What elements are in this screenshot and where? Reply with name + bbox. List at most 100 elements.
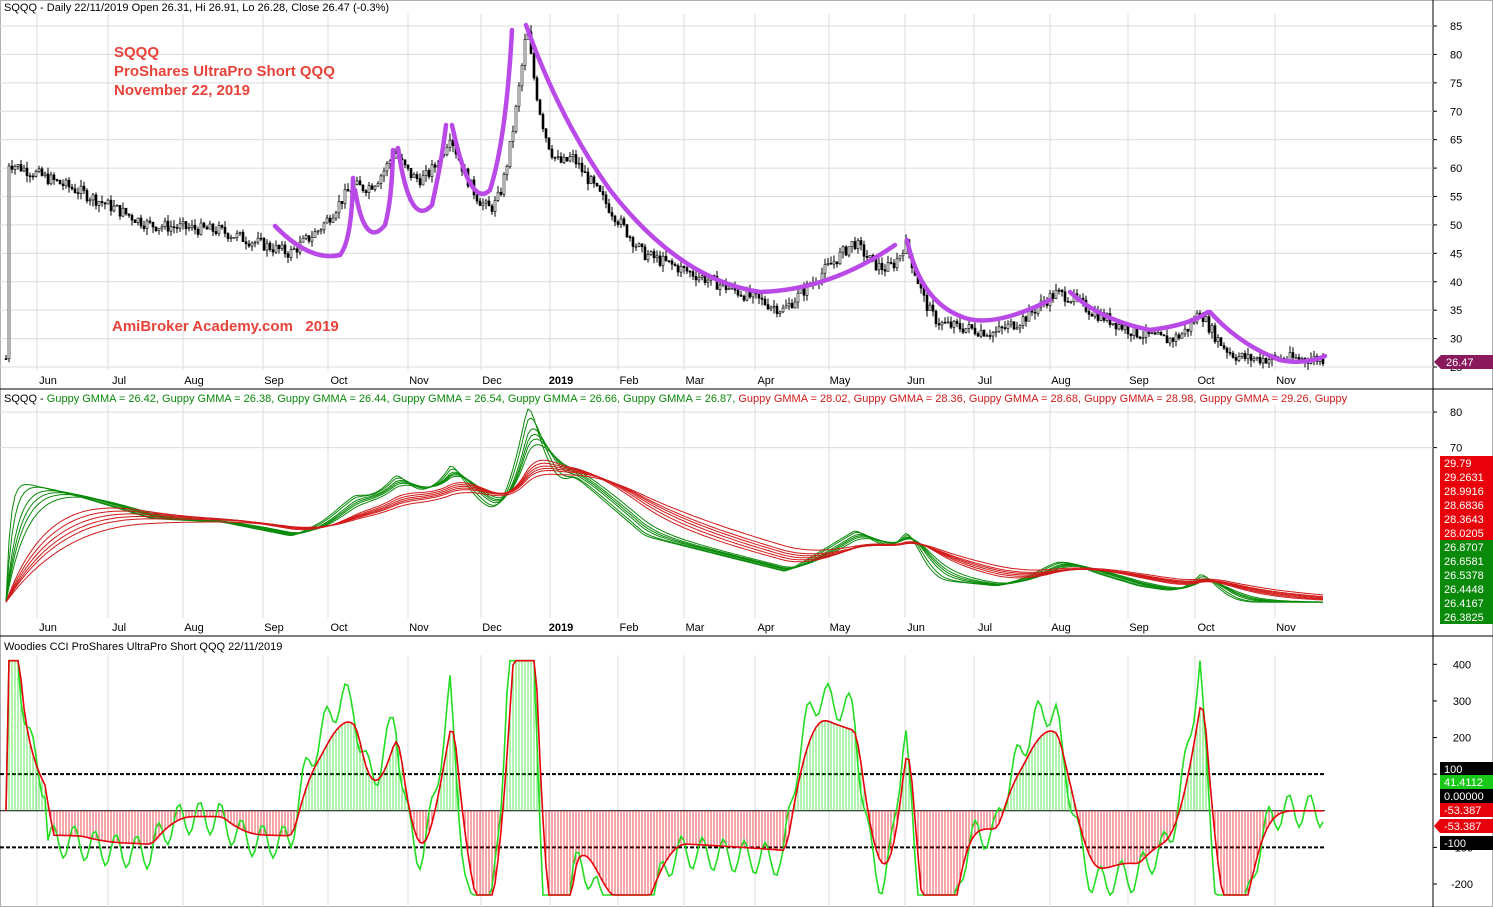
cci-tag-value: 41.4112 <box>1444 777 1483 789</box>
candle-body <box>280 244 284 250</box>
gmma-tag <box>1440 498 1493 512</box>
candle-body <box>520 65 524 87</box>
x-axis-labels: Jun Jun Jul Jul Aug Aug Sep Sep Oct Oct Nov Nov Dec D… <box>39 375 1296 634</box>
candle-body <box>967 324 971 329</box>
candle-body <box>184 221 188 229</box>
candle-body <box>133 219 137 223</box>
candle-body <box>757 293 761 299</box>
candle-body <box>127 213 131 216</box>
candle-body <box>1090 314 1094 317</box>
candle-body <box>1216 337 1220 342</box>
candle-body <box>67 179 71 188</box>
candle-body <box>1123 325 1127 330</box>
candle-body <box>1117 324 1121 330</box>
candle-body <box>979 330 983 337</box>
candle-body <box>481 202 485 206</box>
candle-body <box>658 255 662 266</box>
gmma-tag-value: 26.5378 <box>1444 570 1484 582</box>
candle-body <box>613 215 617 223</box>
candle-body <box>601 191 605 196</box>
candle-body <box>28 175 32 177</box>
y-tick-label: 60 <box>1450 163 1462 175</box>
candle-body <box>508 141 512 167</box>
candle-body <box>562 156 566 163</box>
candle-body <box>1120 324 1124 330</box>
candle-body <box>664 255 668 261</box>
candle-body <box>541 114 545 130</box>
gmma-tag-value: 26.3825 <box>1444 612 1484 624</box>
price-y-ticks: 85807570656055504540353025 <box>1433 21 1462 374</box>
candle-body <box>487 200 491 207</box>
y-tick-label: 80 <box>1450 49 1462 61</box>
gmma-tag <box>1440 596 1493 610</box>
x-label-price: Jul <box>112 375 126 387</box>
candle-body <box>346 189 350 192</box>
y-tick-label: -200 <box>1451 879 1473 891</box>
gmma-header-part: Guppy GMMA = 29.26, <box>1199 393 1314 405</box>
candle-body <box>571 154 575 157</box>
candle-body <box>373 185 377 190</box>
candle-body <box>409 168 413 178</box>
candle-body <box>1000 326 1004 329</box>
annotation-ticker: SQQQ <box>114 44 159 61</box>
candle-body <box>559 156 563 163</box>
x-label-price: Dec <box>482 375 502 387</box>
candle-body <box>634 245 638 248</box>
candle-body <box>673 263 677 266</box>
gmma-tag-value: 28.0205 <box>1444 528 1484 540</box>
candle-body <box>1069 301 1073 303</box>
x-label-gmma: Feb <box>620 622 639 634</box>
trend-arc <box>337 175 356 258</box>
candle-body <box>175 227 179 229</box>
candle-body <box>118 205 122 217</box>
candle-body <box>832 261 836 265</box>
candle-body <box>316 230 320 233</box>
candle-body <box>142 225 146 229</box>
candle-body <box>700 275 704 278</box>
candle-body <box>115 205 119 207</box>
candle-body <box>202 222 206 228</box>
candle-body <box>1165 335 1169 344</box>
candle-body <box>334 212 338 219</box>
cci-lines <box>0 659 1325 897</box>
candle-body <box>985 335 989 337</box>
candle-body <box>82 185 86 191</box>
candle-body <box>1114 322 1118 330</box>
candle-body <box>652 251 656 259</box>
candle-body <box>661 255 665 266</box>
candle-body <box>685 267 689 272</box>
candle-body <box>1291 352 1295 358</box>
candle-body <box>895 258 899 269</box>
candle-body <box>199 222 203 235</box>
candle-body <box>145 220 149 229</box>
candle-body <box>109 199 113 212</box>
x-label-price: Nov <box>409 375 429 387</box>
y-tick-label: 65 <box>1450 135 1462 147</box>
candle-body <box>61 183 65 186</box>
x-label-gmma: Oct <box>1197 622 1214 634</box>
gmma-long-line <box>5 469 1324 603</box>
candle-body <box>241 231 245 242</box>
candle-body <box>1264 358 1268 364</box>
candle-body <box>643 246 647 261</box>
candle-body <box>556 156 560 158</box>
candle-body <box>1063 291 1067 302</box>
candle-body <box>301 238 305 243</box>
candle-body <box>607 203 611 213</box>
x-label-price: Oct <box>330 375 347 387</box>
candle-body <box>43 173 47 176</box>
candle-body <box>1189 321 1193 332</box>
candle-body <box>547 137 551 150</box>
candle-body <box>319 229 323 232</box>
candle-body <box>91 194 95 201</box>
cci-tag-value: 100 <box>1444 764 1462 776</box>
y-tick-label: 85 <box>1450 21 1462 33</box>
candle-body <box>1153 332 1157 335</box>
candle-body <box>769 306 773 310</box>
x-label-gmma: Jul <box>978 622 992 634</box>
candle-body <box>997 326 1001 332</box>
candle-body <box>595 182 599 187</box>
trend-arc <box>904 237 1053 323</box>
candle-body <box>73 188 77 193</box>
candle-body <box>193 224 197 230</box>
